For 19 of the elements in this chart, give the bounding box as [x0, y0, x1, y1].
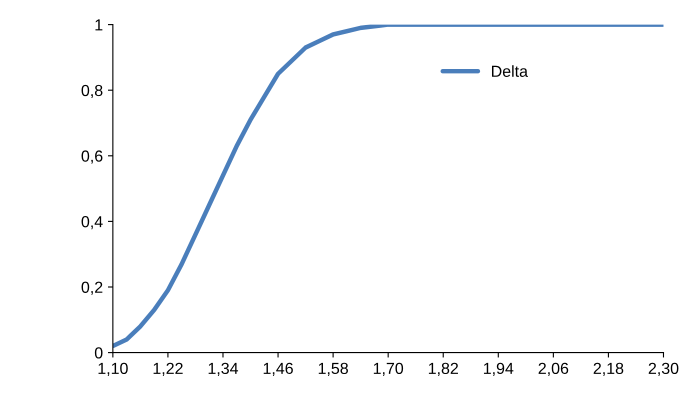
- y-tick-label: 0: [94, 347, 103, 359]
- y-tick-label: 0,6: [82, 150, 102, 164]
- x-tick-label: 2,18: [594, 362, 624, 376]
- x-tick-label: 1,22: [154, 362, 183, 376]
- x-tick-label: 2,30: [648, 362, 678, 376]
- x-tick-label: 1,70: [374, 362, 404, 376]
- x-tick-label: 2,06: [538, 362, 568, 376]
- y-tick-label: 0,2: [82, 282, 102, 295]
- x-tick-label: 1,10: [98, 362, 128, 376]
- y-tick-label: 0,4: [82, 216, 103, 230]
- x-tick-label: 1,34: [208, 362, 238, 376]
- line-series: [112, 24, 664, 348]
- x-tick-label: 1,58: [318, 362, 348, 376]
- legend-label: Delta: [492, 65, 528, 77]
- y-tick-label: 0,8: [82, 84, 102, 98]
- y-tick-label: 1: [95, 19, 102, 30]
- x-tick-label: 1,82: [428, 362, 458, 376]
- x-tick-label: 1,94: [484, 362, 514, 376]
- x-tick-label: 1,46: [264, 362, 293, 376]
